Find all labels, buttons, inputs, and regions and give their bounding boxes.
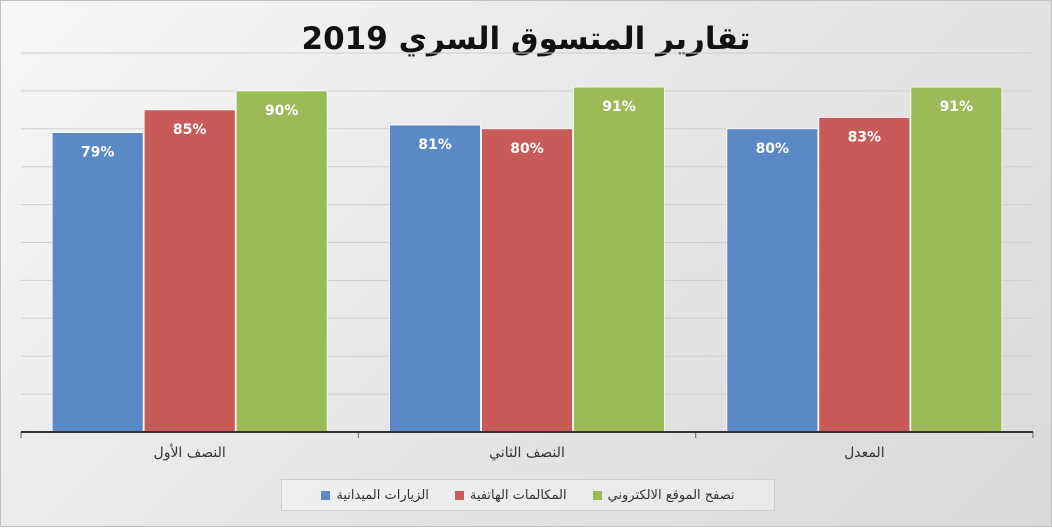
chart-legend: الزيارات الميدانية المكالمات الهاتفية تصفح… [281,479,775,511]
data-label: 80% [510,141,544,157]
legend-label: الزيارات الميدانية [336,487,429,503]
bar [51,132,144,433]
legend-item: تصفح الموقع الالكتروني [592,487,735,503]
x-tick-label: المعدل [844,445,885,461]
data-label: 91% [602,99,636,115]
legend-item: الزيارات الميدانية [321,488,429,503]
legend-swatch [321,490,331,500]
legend-item: المكالمات الهاتفية [454,487,567,503]
bar [726,128,819,433]
chart-title: تقارير المتسوق السري 2019 [301,21,751,57]
data-label: 81% [418,137,452,153]
x-tick-label: النصف الأول [154,443,226,461]
data-label: 90% [265,103,299,119]
data-label: 80% [756,141,790,157]
bar [481,128,573,433]
bar [910,86,1003,433]
bar [818,117,911,433]
legend-label: تصفح الموقع الالكتروني [607,487,735,503]
bar [143,109,236,433]
bar [235,90,328,433]
data-label: 79% [81,145,115,161]
data-label: 91% [940,99,974,115]
legend-label: المكالمات الهاتفية [469,487,567,503]
bar [389,124,481,433]
data-label: 85% [173,122,207,138]
legend-swatch [454,490,464,500]
x-tick-label: النصف الثاني [489,445,565,461]
bar [573,86,665,433]
data-label: 83% [848,129,882,145]
legend-swatch [592,490,602,500]
